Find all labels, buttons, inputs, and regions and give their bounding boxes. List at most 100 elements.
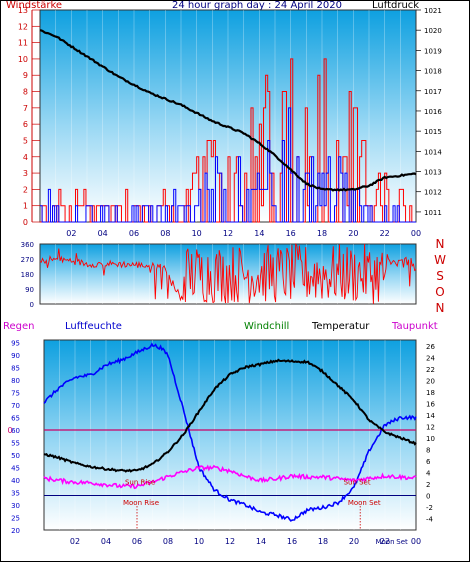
temperature-axis-tick: 8	[426, 446, 430, 454]
wind-axis-tick: 0	[23, 218, 28, 227]
wind-pressure-x-tick: 04	[98, 229, 108, 238]
moon-event-label: Moon Rise	[123, 499, 159, 507]
direction-axis-tick: 360	[21, 241, 34, 249]
wind-axis-tick: 4	[23, 153, 28, 162]
windchill-label: Windchill	[244, 321, 290, 332]
wind-pressure-x-tick: 08	[160, 229, 170, 238]
pressure-axis-tick: 1013	[424, 169, 442, 177]
wind-pressure-x-tick: 20	[348, 229, 358, 238]
compass-label: N	[436, 237, 445, 251]
temperature-x-tick: 18	[318, 537, 328, 546]
humidity-axis-tick: 85	[11, 365, 20, 373]
direction-axis-tick: 0	[30, 301, 34, 309]
temperature-axis-tick: 22	[426, 366, 435, 374]
wind-axis-tick: 12	[18, 22, 28, 31]
wind-gust-series	[40, 107, 416, 223]
pressure-axis-tick: 1020	[424, 27, 442, 35]
pressure-axis-tick: 1018	[424, 68, 442, 76]
wind-axis-tick: 3	[23, 169, 28, 178]
wind-axis-tick: 11	[18, 39, 28, 48]
pressure-axis-tick: 1017	[424, 88, 442, 96]
temperature-x-tick: 12	[225, 537, 235, 546]
pressure-axis-tick: 1015	[424, 128, 442, 136]
temperature-x-tick: 14	[256, 537, 266, 546]
temperature-x-tick: 22	[380, 537, 390, 546]
temperature-x-tick: 00	[411, 537, 421, 546]
humidity-axis-tick: 60	[11, 427, 20, 435]
wind-axis-tick: 7	[23, 104, 28, 113]
humidity-series	[43, 342, 417, 522]
humidity-axis-tick: 80	[11, 377, 20, 385]
wind-pressure-x-tick: 18	[317, 229, 327, 238]
temperature-axis-tick: 2	[426, 481, 430, 489]
temperature-x-tick: 10	[194, 537, 204, 546]
pressure-axis-tick: 1012	[424, 189, 442, 197]
wind-direction-series	[39, 243, 417, 304]
temperature-axis-tick: 24	[426, 354, 435, 362]
moon-axis-label: Set	[396, 538, 408, 546]
wind-axis-tick: 13	[18, 6, 28, 15]
direction-axis-tick: 270	[21, 256, 34, 264]
wind-axis-tick: 5	[23, 136, 28, 145]
wind-pressure-x-tick: 06	[129, 229, 139, 238]
humidity-axis-tick: 40	[11, 477, 20, 485]
wind-pressure-x-tick: 16	[286, 229, 296, 238]
temperature-axis-tick: 26	[426, 343, 435, 351]
humidity-axis-tick: 75	[11, 390, 20, 398]
compass-label: S	[436, 269, 444, 283]
taupunkt-label: Taupunkt	[392, 321, 438, 332]
temperature-axis-tick: 12	[426, 423, 435, 431]
wind-axis-tick: 9	[23, 71, 28, 80]
temperature-axis-tick: -4	[426, 515, 434, 523]
pressure-axis-tick: 1019	[424, 47, 442, 55]
wind-axis-tick: 2	[23, 185, 28, 194]
humidity-axis-tick: 35	[11, 490, 20, 498]
luftfeuchte-label: Luftfeuchte	[65, 321, 122, 332]
humidity-axis-tick: 55	[11, 440, 20, 448]
wind-pressure-x-tick: 02	[66, 229, 76, 238]
dewpoint-series	[43, 464, 417, 490]
wind-axis-tick: 6	[23, 120, 28, 129]
humidity-axis-tick: 50	[11, 452, 20, 460]
humidity-axis-tick: 90	[11, 352, 20, 360]
temperature-axis-tick: 6	[426, 458, 431, 466]
temperature-axis-tick: 20	[426, 377, 435, 385]
temperature-axis-tick: 0	[426, 492, 430, 500]
temperature-x-tick: 08	[163, 537, 173, 546]
wind-pressure-x-tick: 00	[411, 229, 421, 238]
wind-pressure-x-tick: 12	[223, 229, 233, 238]
wind-pressure-x-tick: 10	[192, 229, 202, 238]
direction-axis-tick: 180	[21, 271, 34, 279]
temperature-axis-tick: -2	[426, 504, 433, 512]
moon-axis-label: Moon	[375, 538, 394, 546]
sun-event-label: Sun Rise	[125, 479, 155, 487]
wind-axis-tick: 8	[23, 88, 28, 97]
compass-label: O	[435, 285, 444, 299]
pressure-axis-tick: 1014	[424, 148, 442, 156]
humidity-axis-tick: 45	[11, 465, 20, 473]
wind-pressure-x-tick: 22	[380, 229, 390, 238]
luftdruck-label: Luftdruck	[372, 0, 420, 11]
direction-axis-tick: 90	[25, 286, 34, 294]
humidity-axis-tick: 25	[11, 515, 20, 523]
temperature-axis-tick: 10	[426, 435, 435, 443]
rain-axis-value: 0	[7, 426, 12, 435]
wind-pressure-x-tick: 14	[254, 229, 264, 238]
wind-axis-tick: 1	[23, 202, 28, 211]
temperature-axis-tick: 4	[426, 469, 431, 477]
regen-label: Regen	[3, 321, 35, 332]
pressure-series	[39, 29, 417, 192]
pressure-axis-tick: 1016	[424, 108, 442, 116]
humidity-axis-tick: 95	[11, 340, 20, 348]
moon-event-label: Moon Set	[348, 499, 381, 507]
temperature-x-tick: 06	[132, 537, 142, 546]
temperatur-label: Temperatur	[312, 321, 370, 332]
temperature-x-tick: 02	[70, 537, 80, 546]
humidity-axis-tick: 20	[11, 527, 20, 535]
wind-axis-tick: 10	[18, 55, 28, 64]
humidity-axis-tick: 65	[11, 415, 20, 423]
temperature-axis-tick: 18	[426, 389, 435, 397]
windstaerke-label: Windstärke	[6, 0, 63, 11]
temperature-x-tick: 16	[287, 537, 297, 546]
